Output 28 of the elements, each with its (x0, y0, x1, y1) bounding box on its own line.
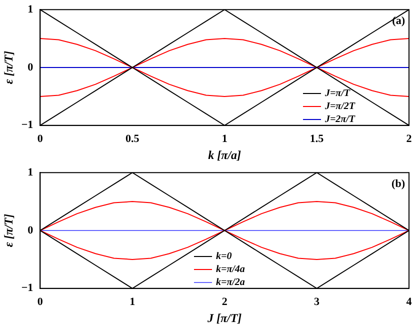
x-tick-label: 3 (314, 296, 320, 308)
x-tick-label: 1.5 (310, 132, 324, 145)
legend-label: J=2π/T (324, 113, 355, 126)
x-tick-label: 1 (130, 296, 136, 308)
x-axis-title: J [π/T] (206, 310, 242, 325)
x-tick-label: 0.5 (126, 132, 140, 145)
y-tick-label: 0 (28, 224, 34, 236)
y-tick-label: 1 (28, 166, 34, 178)
legend-label: k=π/2a (216, 276, 245, 289)
x-axis-title: k [π/a] (208, 148, 242, 162)
legend-label: k=π/4a (216, 263, 245, 276)
y-tick-label: −1 (21, 282, 34, 294)
legend-label: k=0 (216, 250, 232, 263)
y-tick-label: 0 (28, 61, 34, 74)
x-tick-label: 1 (222, 132, 228, 145)
x-tick-label: 2 (222, 296, 228, 308)
annotation: (a) (392, 14, 406, 27)
annotation: (b) (392, 178, 406, 190)
x-tick-label: 2 (406, 132, 412, 145)
y-tick-label: −1 (21, 119, 34, 132)
x-tick-label: 0 (37, 132, 44, 145)
y-axis-title: ε [π/T] (1, 50, 16, 84)
x-tick-label: 0 (37, 296, 44, 308)
y-axis-title: ε [π/T] (1, 214, 16, 248)
y-tick-label: 1 (28, 3, 34, 16)
legend-label: J=π/T (324, 87, 350, 100)
x-tick-label: 4 (406, 296, 412, 308)
legend-label: J=π/2T (324, 100, 355, 113)
